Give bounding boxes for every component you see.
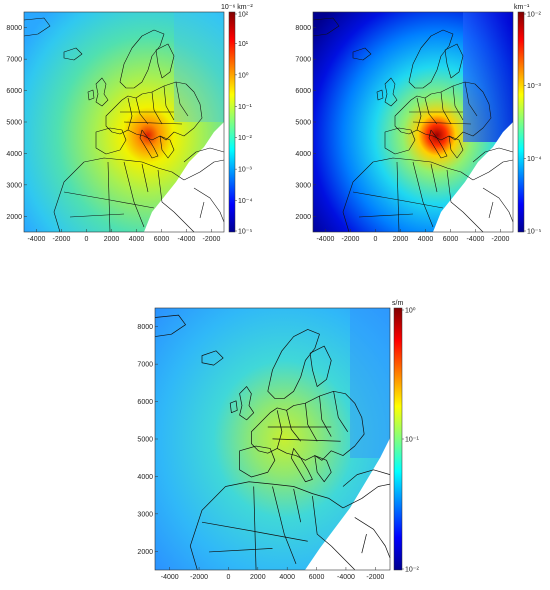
colorbar-b-unit: km⁻¹ xyxy=(514,4,530,11)
x-tick-label: 6000 xyxy=(154,236,170,243)
colorbar-tick-label: 10⁻⁵ xyxy=(527,229,541,236)
y-tick-label: 6000 xyxy=(137,399,153,406)
colorbar-a: 10⁻⁶ km⁻² 10² 10¹ 10⁰ 10⁻¹ 10⁻² 10⁻³ 10⁻⁴ 10⁻⁵ xyxy=(221,4,253,236)
colorbar-a-unit: 10⁻⁶ km⁻² xyxy=(221,4,253,11)
y-tick-label: 2000 xyxy=(137,549,153,556)
y-axis-a: 8000 7000 6000 5000 4000 3000 2000 xyxy=(6,25,27,221)
x-tick-label: 4000 xyxy=(279,574,295,581)
x-tick-label: 2000 xyxy=(393,236,409,243)
x-tick-label: -4000 xyxy=(161,574,179,581)
y-tick-label: 2000 xyxy=(6,214,22,221)
x-tick-label: 0 xyxy=(374,236,378,243)
x-tick-label: -2000 xyxy=(342,236,360,243)
colorbar-tick-label: 10¹ xyxy=(238,41,249,48)
y-tick-label: 6000 xyxy=(295,88,311,95)
y-tick-label: 6000 xyxy=(6,88,22,95)
colorbar-tick-label: 10⁻⁴ xyxy=(238,198,253,205)
x-tick-label: 4000 xyxy=(418,236,434,243)
colorbar-tick-label: 10⁻³ xyxy=(527,83,541,90)
colorbar-tick-label: 10⁰ xyxy=(238,71,249,79)
y-tick-label: 3000 xyxy=(295,182,311,189)
x-tick-label: -4000 xyxy=(28,236,46,243)
y-tick-label: 8000 xyxy=(6,25,22,32)
map-panel-b: 8000 7000 6000 5000 4000 3000 2000 -4000 -2000 0… xyxy=(295,11,514,243)
y-tick-label: 4000 xyxy=(295,151,311,158)
y-tick-label: 7000 xyxy=(6,57,22,64)
x-tick-label: 4000 xyxy=(129,236,145,243)
y-tick-label: 2000 xyxy=(295,214,311,221)
x-tick-label: -2000 xyxy=(203,236,221,243)
y-tick-label: 7000 xyxy=(295,57,311,64)
y-tick-label: 7000 xyxy=(137,362,153,369)
colorbar-b: km⁻¹ 10⁻² 10⁻³ 10⁻⁴ 10⁻⁵ xyxy=(514,4,542,236)
colorbar-c-unit: s/m xyxy=(392,300,403,307)
colorbar-tick-label: 10⁻² xyxy=(238,135,252,142)
map-panel-c: 8000 7000 6000 5000 4000 3000 2000 -4000 -2000 0… xyxy=(137,307,391,581)
y-tick-label: 3000 xyxy=(6,182,22,189)
x-tick-label: 0 xyxy=(85,236,89,243)
x-tick-label: 6000 xyxy=(443,236,459,243)
x-tick-label: -4000 xyxy=(317,236,335,243)
x-axis-a: -4000 -2000 0 2000 4000 6000 -4000 -2000 xyxy=(28,229,221,243)
x-tick-label: 0 xyxy=(226,574,230,581)
colorbar-tick-label: 10⁻¹ xyxy=(405,437,419,444)
colorbar-tick-label: 10⁻⁵ xyxy=(238,229,252,236)
y-tick-label: 3000 xyxy=(137,511,153,518)
x-tick-label: 6000 xyxy=(309,574,325,581)
colorbar-tick-label: 10⁻² xyxy=(527,12,541,19)
y-tick-label: 8000 xyxy=(295,25,311,32)
x-tick-label: -4000 xyxy=(178,236,196,243)
x-axis-b: -4000 -2000 0 2000 4000 6000 -4000 -2000 xyxy=(317,229,510,243)
y-tick-label: 4000 xyxy=(6,151,22,158)
colorbar-c: s/m 10⁰ 10⁻¹ 10⁻² xyxy=(392,300,419,574)
y-tick-label: 4000 xyxy=(137,474,153,481)
colorbar-tick-label: 10⁰ xyxy=(405,307,416,315)
y-tick-label: 5000 xyxy=(6,120,22,127)
x-tick-label: 2000 xyxy=(250,574,266,581)
map-panel-a: 8000 7000 6000 5000 4000 3000 2000 -4000 -2000 0… xyxy=(6,11,225,243)
colorbar-tick-label: 10⁻³ xyxy=(238,167,252,174)
x-tick-label: -2000 xyxy=(366,574,384,581)
colorbar-tick-label: 10⁻⁴ xyxy=(527,156,542,163)
x-axis-c: -4000 -2000 0 2000 4000 6000 -4000 -2000 xyxy=(161,567,384,581)
y-axis-c: 8000 7000 6000 5000 4000 3000 2000 xyxy=(137,324,158,556)
x-tick-label: -4000 xyxy=(337,574,355,581)
y-tick-label: 5000 xyxy=(137,437,153,444)
x-tick-label: 2000 xyxy=(104,236,120,243)
y-tick-label: 5000 xyxy=(295,120,311,127)
colorbar-tick-label: 10⁻² xyxy=(405,567,419,574)
colorbar-tick-label: 10⁻¹ xyxy=(238,104,252,111)
colorbar-tick-label: 10² xyxy=(238,12,249,19)
x-tick-label: -2000 xyxy=(53,236,71,243)
x-tick-label: -4000 xyxy=(467,236,485,243)
x-tick-label: -2000 xyxy=(190,574,208,581)
y-axis-b: 8000 7000 6000 5000 4000 3000 2000 xyxy=(295,25,316,221)
y-tick-label: 8000 xyxy=(137,324,153,331)
x-tick-label: -2000 xyxy=(492,236,510,243)
